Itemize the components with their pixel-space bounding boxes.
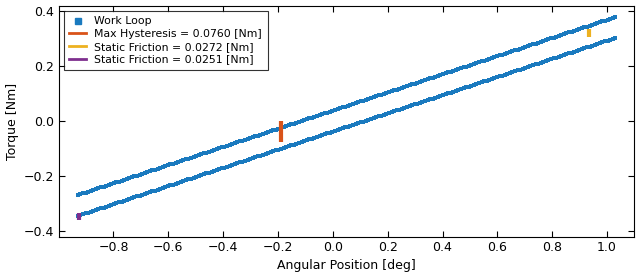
Legend: Work Loop, Max Hysteresis = 0.0760 [Nm], Static Friction = 0.0272 [Nm], Static F: Work Loop, Max Hysteresis = 0.0760 [Nm],… xyxy=(64,11,268,70)
X-axis label: Angular Position [deg]: Angular Position [deg] xyxy=(277,259,416,272)
Y-axis label: Torque [Nm]: Torque [Nm] xyxy=(6,83,19,160)
